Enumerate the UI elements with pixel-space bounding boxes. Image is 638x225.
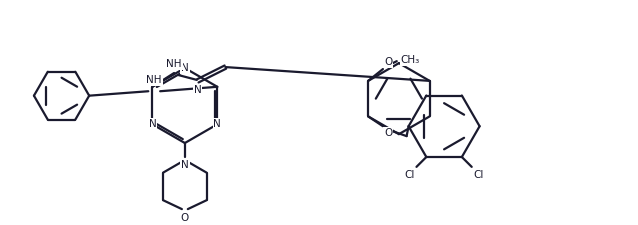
Text: Cl: Cl (473, 170, 484, 180)
Text: N: N (149, 119, 156, 129)
Text: O: O (384, 57, 392, 67)
Text: N: N (214, 119, 221, 129)
Text: N: N (181, 63, 189, 73)
Text: O: O (384, 128, 392, 138)
Text: N: N (194, 85, 202, 95)
Text: O: O (181, 213, 189, 223)
Text: CH₃: CH₃ (401, 55, 420, 65)
Text: Cl: Cl (404, 170, 415, 180)
Text: NH: NH (147, 75, 162, 85)
Text: NH: NH (167, 59, 182, 69)
Text: N: N (181, 160, 189, 170)
